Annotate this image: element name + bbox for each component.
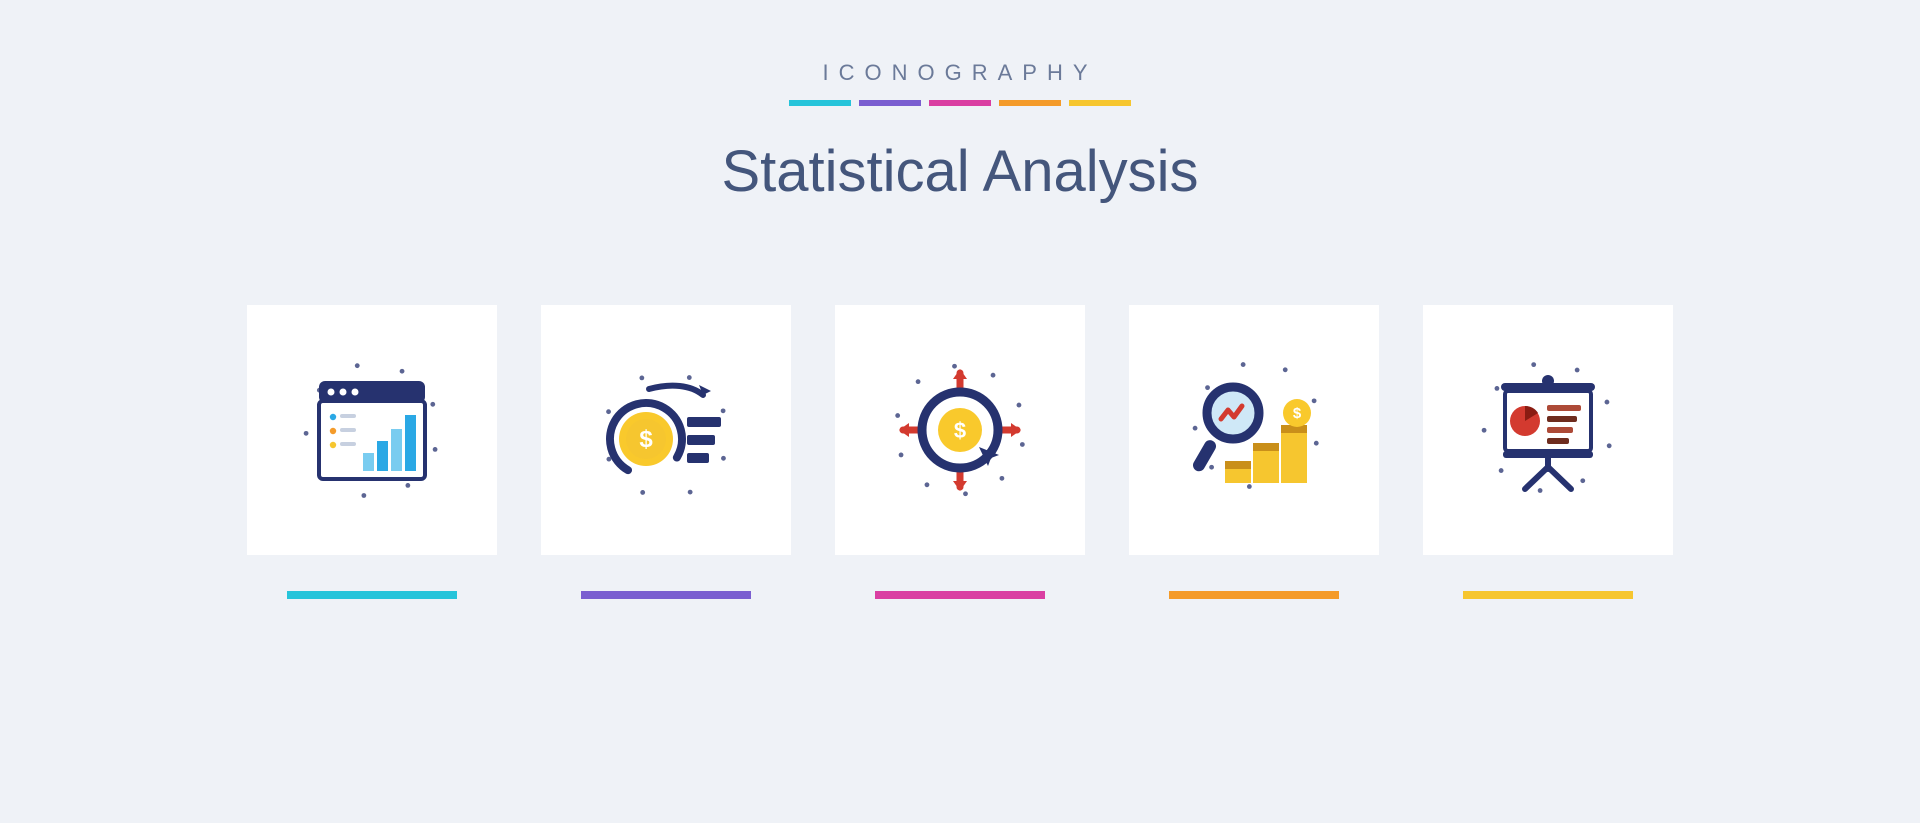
- web-analytics-icon: [247, 305, 497, 555]
- card-underline-4: [1169, 591, 1339, 599]
- card-underline-2: [581, 591, 751, 599]
- color-bar-yellow: [1069, 100, 1131, 106]
- finance-search-icon: $: [1129, 305, 1379, 555]
- color-bar-cyan: [789, 100, 851, 106]
- card-underline-5: [1463, 591, 1633, 599]
- icon-row: $ $ $: [247, 305, 1673, 599]
- svg-text:$: $: [1293, 405, 1302, 422]
- presentation-chart-icon: [1423, 305, 1673, 555]
- card-presentation: [1423, 305, 1673, 599]
- color-bar-strip: [721, 100, 1198, 106]
- color-bar-magenta: [929, 100, 991, 106]
- card-web-analytics: [247, 305, 497, 599]
- color-bar-orange: [999, 100, 1061, 106]
- card-underline-1: [287, 591, 457, 599]
- card-money-target: $: [835, 305, 1085, 599]
- eyebrow: ICONOGRAPHY: [721, 60, 1198, 86]
- money-flow-icon: $: [541, 305, 791, 555]
- header: ICONOGRAPHY Statistical Analysis: [721, 60, 1198, 205]
- card-finance-search: $: [1129, 305, 1379, 599]
- color-bar-purple: [859, 100, 921, 106]
- page-title: Statistical Analysis: [721, 138, 1198, 205]
- svg-text:$: $: [639, 426, 653, 453]
- money-target-icon: $: [835, 305, 1085, 555]
- card-underline-3: [875, 591, 1045, 599]
- svg-text:$: $: [954, 418, 966, 443]
- card-money-flow: $: [541, 305, 791, 599]
